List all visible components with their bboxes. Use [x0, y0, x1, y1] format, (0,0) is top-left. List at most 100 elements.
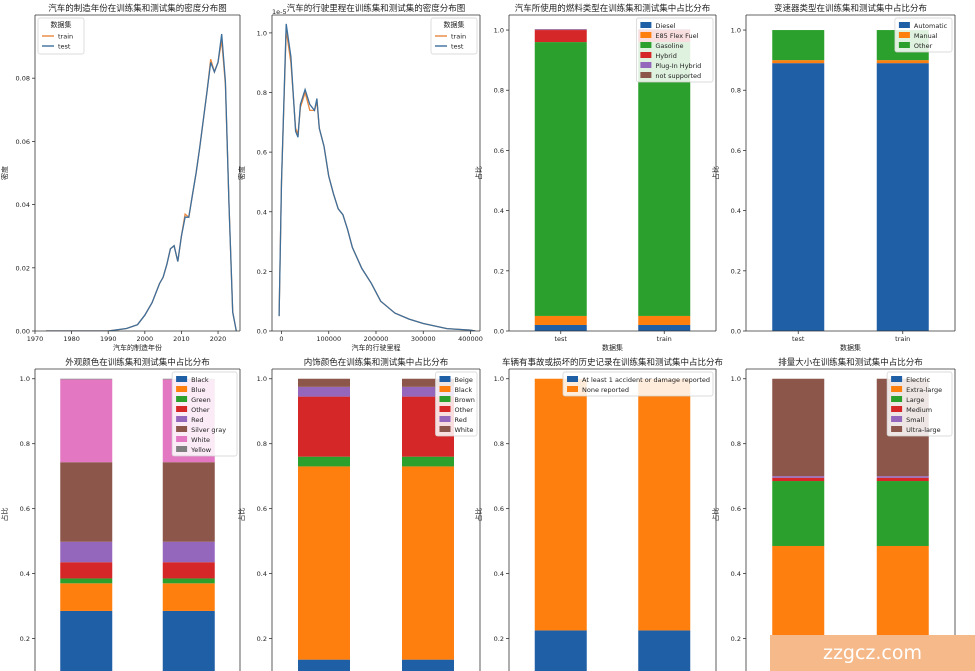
bar-segment-black — [162, 610, 215, 671]
y-tick-label: 1.0 — [257, 29, 267, 37]
bar-segment-small — [876, 476, 929, 478]
y-axis-label: 密度 — [0, 166, 9, 180]
legend-swatch — [439, 416, 451, 422]
legend-swatch — [176, 426, 188, 432]
bar-segment-brown — [298, 456, 350, 467]
x-axis-label: 数据集 — [602, 343, 623, 352]
x-tick-label: test — [555, 335, 568, 343]
plot-area — [298, 378, 454, 671]
y-tick-label: 0.2 — [20, 635, 30, 643]
legend-swatch — [898, 22, 910, 28]
legend: Electric Extra-large Large Medium Small Ultra… — [886, 371, 953, 437]
legend: Diesel E85 Flex Fuel Gasoline Hybrid Plug-In… — [636, 17, 714, 83]
legend-label: Yellow — [190, 446, 212, 454]
legend-label: Other — [455, 406, 474, 414]
legend-box — [886, 371, 953, 437]
bar-segment-medium — [876, 477, 929, 482]
legend-swatch — [176, 406, 188, 412]
legend-label: Red — [191, 416, 203, 424]
legend-title: 数据集 — [444, 20, 465, 29]
legend-label: not supported — [655, 72, 701, 80]
x-tick-label: 0 — [279, 335, 283, 343]
y-axis-label: 密度 — [237, 166, 246, 180]
bar-segment-gasoline — [638, 42, 691, 316]
legend-swatch — [439, 426, 451, 432]
legend: Black Blue Green Other Red Silver gray White Ye… — [171, 371, 238, 457]
x-tick-label: 2010 — [173, 335, 190, 343]
y-tick-label: 0.2 — [257, 268, 267, 276]
legend-box — [636, 17, 714, 83]
y-tick-label: 0.2 — [731, 267, 741, 275]
legend-swatch — [898, 32, 910, 38]
bar-segment-white — [60, 379, 113, 463]
y-tick-label: 0.8 — [257, 440, 267, 448]
y-tick-label: 0.8 — [731, 440, 741, 448]
legend-title: 数据集 — [51, 20, 72, 29]
legend-box — [171, 371, 238, 457]
legend-swatch — [439, 406, 451, 412]
legend-swatch — [176, 416, 188, 422]
x-tick-label: 1990 — [100, 335, 117, 343]
legend-label: Large — [906, 396, 924, 404]
y-tick-label: 0.2 — [257, 635, 267, 643]
y-tick-label: 0.2 — [731, 635, 741, 643]
y-tick-label: 0.06 — [16, 138, 30, 146]
chart-title: 排量大小在训练集和测试集中占比分布 — [778, 357, 923, 368]
y-tick-label: 0.6 — [494, 505, 504, 513]
y-tick-label: 0.6 — [20, 505, 30, 513]
legend-label: At least 1 accident or damage reported — [582, 376, 710, 384]
bar-segment-white — [298, 378, 350, 387]
y-tick-label: 0.00 — [16, 328, 30, 336]
plot-area — [772, 30, 929, 331]
legend-label: Small — [906, 416, 924, 424]
legend-label: White — [191, 436, 210, 444]
legend-label: Hybrid — [655, 52, 676, 60]
bar-segment-e85-flex-fuel — [638, 315, 691, 325]
y-axis-label: 占比 — [0, 508, 9, 522]
legend-swatch — [891, 426, 903, 432]
legend-swatch — [891, 396, 903, 402]
x-axis-label: 数据集 — [840, 343, 861, 352]
bar-segment-none-reported — [638, 378, 691, 631]
legend: Beige Black Brown Other Red White — [435, 371, 478, 437]
x-axis-label: 汽车的行驶里程 — [352, 343, 401, 352]
legend-swatch — [176, 436, 188, 442]
legend-swatch — [176, 376, 188, 382]
y-axis-label: 占比 — [237, 508, 246, 522]
bar-segment-small — [772, 476, 825, 478]
legend-label: Diesel — [655, 22, 675, 30]
bar-segment-silver-gray — [60, 462, 113, 542]
y-tick-label: 1.0 — [494, 375, 504, 383]
bar-segment-plug-in-hybrid — [534, 29, 587, 31]
series-line-train — [278, 29, 476, 331]
bar-segment-green — [60, 578, 113, 584]
series-line-test — [46, 33, 237, 331]
legend: 数据集 train test — [430, 17, 478, 55]
x-tick-label: 400000 — [458, 335, 483, 343]
y-tick-label: 0.6 — [731, 147, 741, 155]
legend-label: Plug-In Hybrid — [655, 62, 701, 70]
bar-segment-manual — [876, 60, 929, 64]
bar-segment-ultra-large — [772, 378, 825, 477]
legend-label: test — [58, 43, 71, 51]
bar-segment-other — [772, 30, 825, 61]
bar-segment-black — [60, 610, 113, 671]
bar-segment-red — [402, 386, 454, 397]
y-tick-label: 0.2 — [494, 635, 504, 643]
bar-segment-blue — [162, 583, 215, 611]
legend-label: None reported — [582, 386, 629, 394]
y-tick-label: 0.4 — [731, 570, 741, 578]
legend-label: Manual — [914, 32, 938, 40]
x-tick-label: 2020 — [210, 335, 227, 343]
bar-segment-automatic — [876, 63, 929, 331]
y-tick-label: 0.0 — [257, 328, 267, 336]
legend-label: train — [451, 33, 466, 41]
bar-segment-manual — [772, 60, 825, 64]
y-axis-label: 占比 — [474, 166, 483, 180]
legend: At least 1 accident or damage reported No… — [562, 371, 714, 397]
x-tick-label: 300000 — [411, 335, 436, 343]
